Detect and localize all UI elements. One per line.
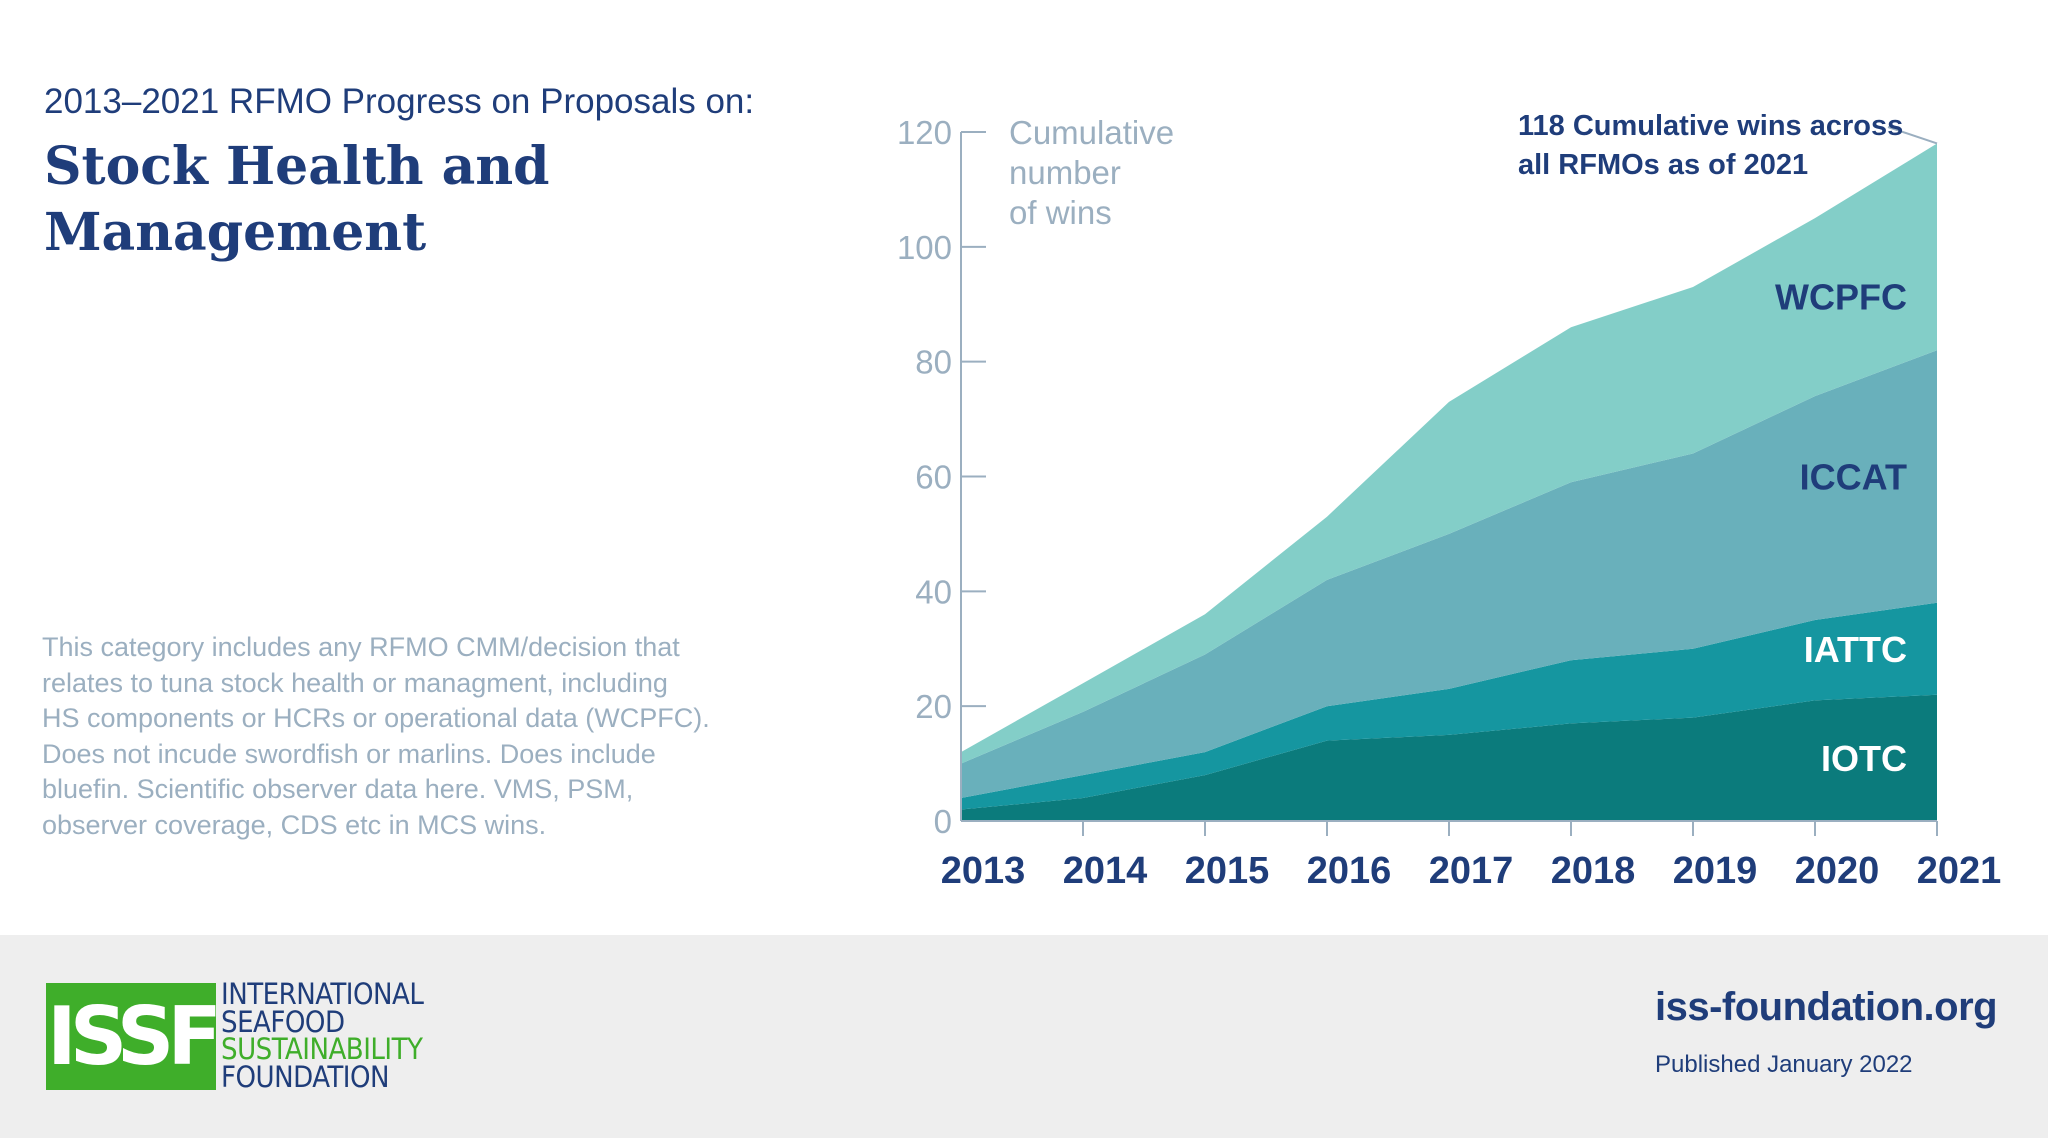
x-tick-label: 2021 — [1917, 850, 2002, 892]
header-subtitle: 2013–2021 RFMO Progress on Proposals on: — [44, 82, 755, 121]
website-link[interactable]: iss-foundation.org — [1655, 985, 1998, 1029]
y-tick-label: 120 — [897, 114, 952, 151]
stacked-area-chart: 0 20 40 60 80 100 120 2013 2014 2015 2016 2017 2018 2… — [897, 110, 2001, 892]
y-tick-label: 100 — [897, 229, 952, 266]
page-title-line-2: Management — [44, 202, 427, 263]
y-tick-label: 0 — [934, 803, 952, 840]
x-tick-label: 2015 — [1185, 850, 1270, 892]
area-iccat — [961, 350, 1937, 798]
logo-line-international: INTERNATIONAL — [221, 977, 424, 1011]
y-tick-label: 40 — [915, 573, 952, 610]
x-tick-label: 2016 — [1307, 850, 1392, 892]
annotation-line-1: 118 Cumulative wins across — [1518, 110, 1903, 142]
y-axis-title-line: of wins — [1009, 194, 1112, 231]
area-layer — [961, 143, 1937, 821]
note-line: observer coverage, CDS etc in MCS wins. — [42, 809, 547, 840]
series-label-iattc: IATTC — [1804, 629, 1907, 670]
x-tick-label: 2018 — [1551, 850, 1636, 892]
published-date: Published January 2022 — [1655, 1051, 1913, 1078]
x-tick-label: 2013 — [941, 850, 1026, 892]
x-tick-label: 2014 — [1063, 850, 1148, 892]
x-tick-label: 2019 — [1673, 850, 1758, 892]
footer: ISSF INTERNATIONAL SEAFOOD SUSTAINABILIT… — [0, 935, 2048, 1138]
y-tick-label: 60 — [915, 459, 952, 496]
label-layer: IOTC IATTC ICCAT WCPFC 118 Cumulative wins a… — [1518, 110, 1938, 779]
note-line: Does not incude swordfish or marlins. Do… — [42, 738, 656, 769]
x-tick-label: 2020 — [1795, 850, 1880, 892]
axes-layer: 0 20 40 60 80 100 120 2013 2014 2015 2016 2017 2018 2… — [897, 114, 2001, 892]
y-tick-label: 20 — [915, 688, 952, 725]
area-iotc — [961, 694, 1937, 821]
area-wcpfc — [961, 143, 1937, 764]
series-label-iotc: IOTC — [1821, 738, 1907, 779]
note-line: This category includes any RFMO CMM/deci… — [42, 632, 680, 662]
logo-line-foundation: FOUNDATION — [221, 1059, 390, 1094]
page-title: Stock Health and Management — [44, 134, 644, 266]
note-line: relates to tuna stock health or managmen… — [42, 667, 668, 698]
logo-line-sustainability: SUSTAINABILITY — [221, 1032, 423, 1066]
note-line: HS components or HCRs or operational dat… — [42, 703, 710, 733]
x-tick-label: 2017 — [1429, 850, 1514, 892]
y-axis-title-line: Cumulative — [1009, 114, 1174, 151]
note-line: bluefin. Scientific observer data here. … — [42, 774, 634, 804]
logo-line-seafood: SEAFOOD — [221, 1004, 345, 1039]
series-label-wcpfc: WCPFC — [1775, 276, 1907, 317]
issf-logo-mark: ISSF — [46, 983, 222, 1090]
y-axis-title-line: number — [1009, 154, 1121, 191]
series-label-iccat: ICCAT — [1800, 457, 1907, 498]
area-iattc — [961, 602, 1937, 810]
annotation-leader-line — [1887, 126, 1938, 145]
page-title-line-1: Stock Health and — [44, 136, 550, 197]
annotation-line-2: all RFMOs as of 2021 — [1518, 149, 1808, 181]
issf-logo-text: INTERNATIONAL SEAFOOD SUSTAINABILITY FOU… — [221, 977, 424, 1094]
y-tick-label: 80 — [915, 344, 952, 381]
category-note: This category includes any RFMO CMM/deci… — [42, 630, 802, 843]
